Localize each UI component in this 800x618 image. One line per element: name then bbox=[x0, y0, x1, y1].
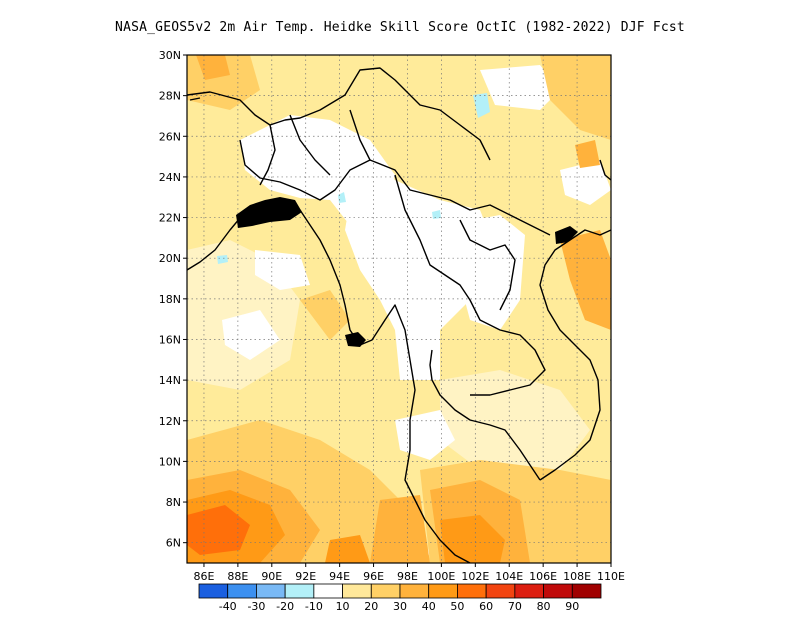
colorbar-label: 80 bbox=[537, 600, 551, 613]
longitude-labels: 86E 88E 90E 92E 94E 96E 98E 100E 102E 104E 106E 108… bbox=[193, 563, 625, 583]
lon-tick-label: 86E bbox=[193, 570, 214, 583]
lon-tick-label: 106E bbox=[529, 570, 557, 583]
lat-tick-label: 10N bbox=[159, 455, 181, 468]
lat-tick-label: 22N bbox=[159, 212, 181, 225]
lat-tick-label: 8N bbox=[166, 496, 181, 509]
lat-tick-label: 14N bbox=[159, 374, 181, 387]
colorbar-label: 30 bbox=[393, 600, 407, 613]
lon-tick-label: 108E bbox=[563, 570, 591, 583]
colorbar-swatch bbox=[284, 583, 315, 599]
lon-tick-label: 100E bbox=[427, 570, 455, 583]
lon-tick-label: 92E bbox=[295, 570, 316, 583]
lat-tick-label: 12N bbox=[159, 415, 181, 428]
cyan-patches bbox=[217, 93, 490, 264]
colorbar-labels: -40 -30 -20 -10 10 20 30 40 50 60 70 80 90 bbox=[219, 600, 580, 613]
lat-tick-label: 18N bbox=[159, 293, 181, 306]
colorbar-label: 40 bbox=[422, 600, 436, 613]
lat-tick-label: 30N bbox=[159, 49, 181, 62]
delta-coast bbox=[236, 197, 578, 347]
orange-regions bbox=[187, 55, 611, 563]
skill-field bbox=[187, 55, 611, 563]
colorbar-label: -40 bbox=[219, 600, 237, 613]
colorbar-swatch bbox=[342, 583, 372, 599]
colorbar-label: -10 bbox=[305, 600, 323, 613]
colorbar-swatch bbox=[227, 583, 257, 599]
lat-tick-label: 26N bbox=[159, 130, 181, 143]
colorbar-label: 90 bbox=[565, 600, 579, 613]
colorbar-label: 10 bbox=[336, 600, 350, 613]
colorbar-label: -30 bbox=[247, 600, 265, 613]
colorbar-swatch bbox=[571, 583, 602, 599]
lat-tick-label: 28N bbox=[159, 90, 181, 103]
colorbar-label: 20 bbox=[364, 600, 378, 613]
lat-tick-label: 20N bbox=[159, 252, 181, 265]
latitude-labels: 30N 28N 26N 24N 22N 20N 18N 16N 14N 12N 10N 8N 6N bbox=[159, 49, 187, 550]
lon-tick-label: 94E bbox=[329, 570, 350, 583]
colorbar-swatch bbox=[485, 583, 516, 599]
colorbar-swatch bbox=[370, 583, 401, 599]
colorbar bbox=[198, 583, 602, 599]
colorbar-swatch bbox=[457, 583, 487, 599]
map-frame bbox=[186, 54, 612, 564]
colorbar-swatch bbox=[313, 583, 343, 599]
colorbar-swatch bbox=[428, 583, 458, 599]
colorbar-swatch bbox=[256, 583, 286, 599]
colorbar-label: -20 bbox=[276, 600, 294, 613]
lon-tick-label: 88E bbox=[227, 570, 248, 583]
lon-tick-label: 110E bbox=[597, 570, 625, 583]
colorbar-swatch bbox=[399, 583, 430, 599]
colorbar-label: 50 bbox=[450, 600, 464, 613]
lat-tick-label: 6N bbox=[166, 537, 181, 550]
colorbar-swatch bbox=[514, 583, 544, 599]
lon-tick-label: 90E bbox=[261, 570, 282, 583]
page-title: NASA_GEOS5v2 2m Air Temp. Heidke Skill S… bbox=[115, 20, 685, 35]
lon-tick-label: 98E bbox=[397, 570, 418, 583]
lon-tick-label: 96E bbox=[363, 570, 384, 583]
lat-tick-label: 24N bbox=[159, 171, 181, 184]
colorbar-label: 60 bbox=[479, 600, 493, 613]
lon-tick-label: 102E bbox=[461, 570, 489, 583]
lat-tick-label: 16N bbox=[159, 333, 181, 346]
colorbar-label: 70 bbox=[508, 600, 522, 613]
lon-tick-label: 104E bbox=[495, 570, 523, 583]
colorbar-swatch bbox=[198, 583, 229, 599]
colorbar-swatch bbox=[543, 583, 573, 599]
